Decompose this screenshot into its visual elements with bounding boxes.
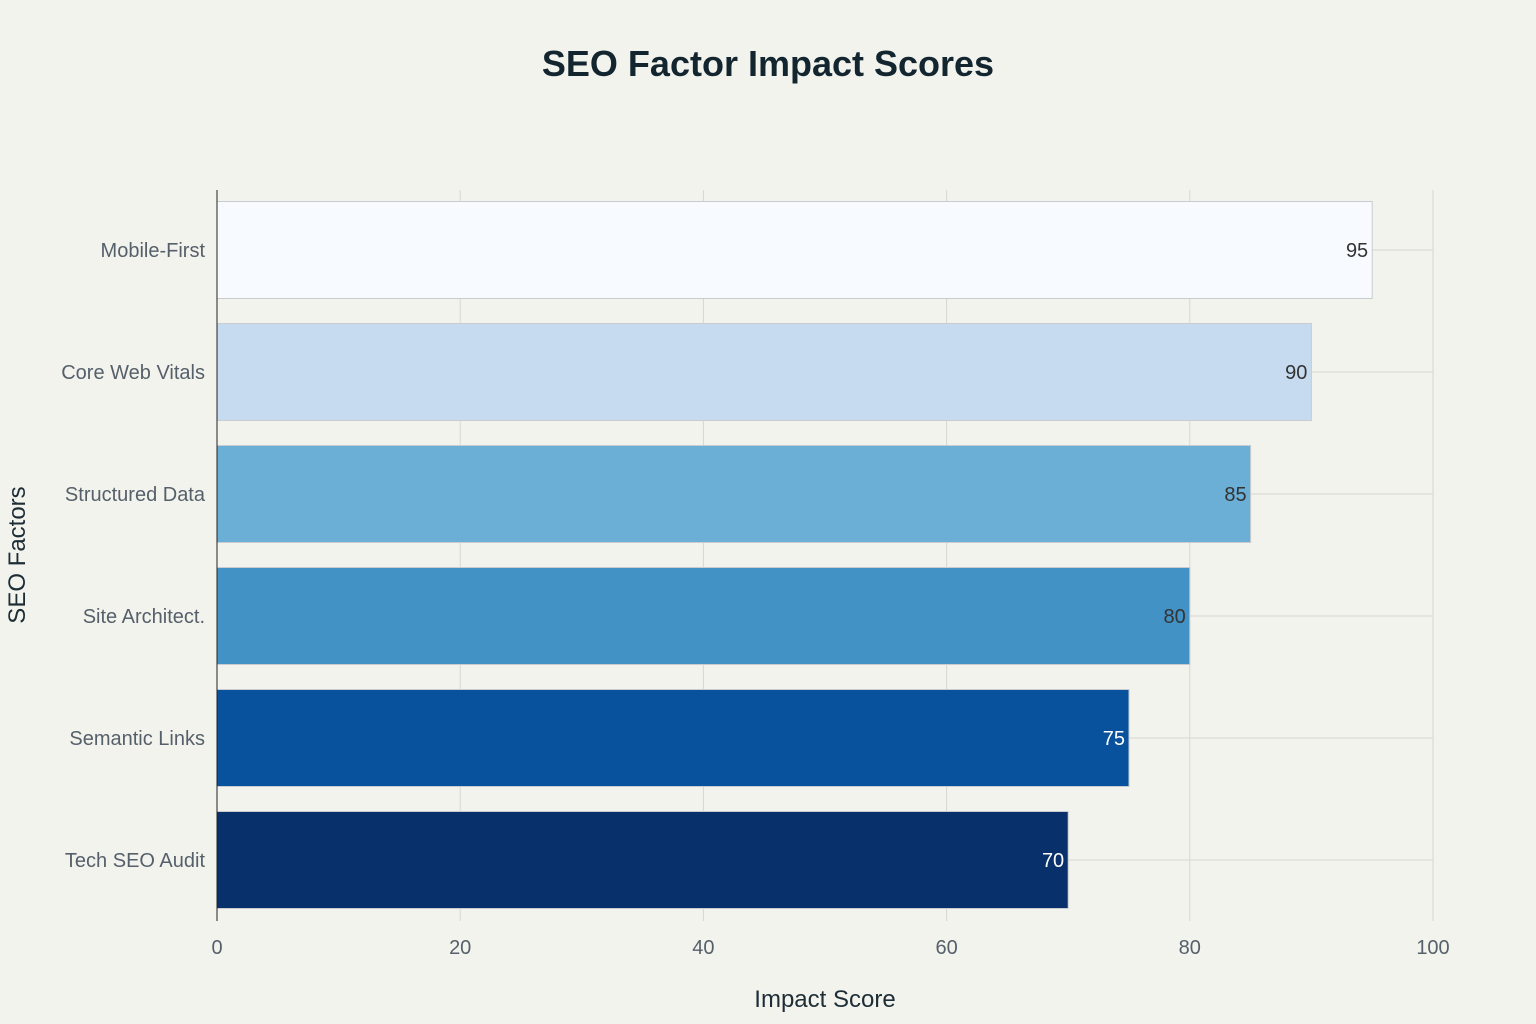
bar: [216, 689, 1130, 787]
y-tick-label: Mobile-First: [101, 240, 206, 262]
y-tick-label: Tech SEO Audit: [65, 850, 206, 872]
bar: [216, 567, 1191, 665]
x-tick-label: 20: [449, 937, 471, 959]
bar-value-label: 80: [1164, 606, 1186, 628]
bar: [216, 811, 1069, 909]
x-tick-label: 0: [211, 937, 222, 959]
chart-title: SEO Factor Impact Scores: [542, 43, 994, 84]
bar: [216, 323, 1312, 421]
x-tick-label: 60: [935, 937, 957, 959]
x-tick-label: 40: [692, 937, 714, 959]
bar: [216, 445, 1252, 543]
y-axis-title: SEO Factors: [4, 486, 31, 623]
x-tick-label: 80: [1179, 937, 1201, 959]
x-tick-label: 100: [1416, 937, 1449, 959]
labels-layer: 0 20 40 60 80 100 Mobile-First 95 Core Web Vital…: [61, 240, 1449, 959]
y-tick-label: Semantic Links: [69, 728, 205, 750]
x-axis-title: Impact Score: [754, 986, 895, 1013]
y-tick-label: Core Web Vitals: [61, 362, 205, 384]
y-tick-label: Site Architect.: [83, 606, 205, 628]
y-tick-label: Structured Data: [65, 484, 206, 506]
bar-value-label: 75: [1103, 728, 1125, 750]
bar-value-label: 85: [1224, 484, 1246, 506]
bar-value-label: 95: [1346, 240, 1368, 262]
bar-value-label: 90: [1285, 362, 1307, 384]
bar-value-label: 70: [1042, 850, 1064, 872]
bars-layer: [216, 201, 1373, 909]
bar: [216, 201, 1373, 299]
